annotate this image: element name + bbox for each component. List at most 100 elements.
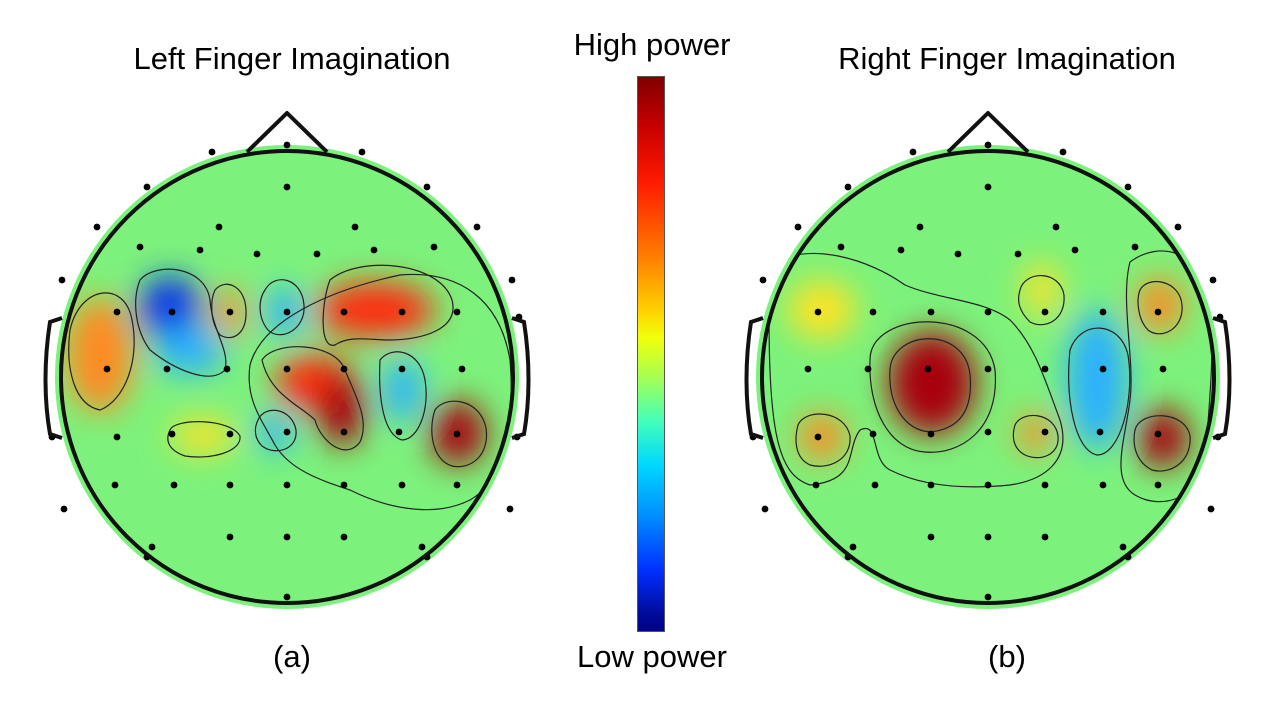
electrode-dot bbox=[1119, 543, 1127, 551]
electrode-dot bbox=[984, 365, 992, 373]
electrode-dot bbox=[1207, 505, 1215, 513]
electrode-dot bbox=[1154, 481, 1162, 489]
panel-a-title: Left Finger Imagination bbox=[133, 41, 451, 76]
electrode-dot bbox=[1154, 308, 1162, 316]
electrode-dot bbox=[1041, 533, 1049, 541]
scalp-background bbox=[756, 145, 1220, 609]
electrode-dot bbox=[984, 183, 992, 191]
electrode-dot bbox=[226, 430, 234, 438]
power-region-medium-high bbox=[66, 297, 134, 413]
electrode-dot bbox=[1099, 481, 1107, 489]
electrode-dot bbox=[283, 308, 291, 316]
electrode-dot bbox=[924, 365, 932, 373]
electrode-dot bbox=[1124, 183, 1132, 191]
electrode-dot bbox=[283, 481, 291, 489]
electrode-dot bbox=[340, 481, 348, 489]
electrode-dot bbox=[1071, 246, 1079, 254]
right-ear-icon bbox=[511, 316, 531, 440]
power-region-low bbox=[154, 326, 226, 374]
colorbar-high-label: High power bbox=[573, 27, 731, 62]
electrode-dot bbox=[340, 365, 348, 373]
power-region-medium-high bbox=[1136, 277, 1184, 333]
electrode-dot bbox=[113, 433, 121, 441]
power-region-low bbox=[257, 412, 293, 452]
electrode-dot bbox=[196, 246, 204, 254]
electrode-dot bbox=[837, 243, 845, 251]
nose-icon bbox=[245, 111, 329, 154]
electrode-dot bbox=[423, 183, 431, 191]
electrode-dot bbox=[869, 308, 877, 316]
electrode-dot bbox=[93, 223, 101, 231]
electrode-dot bbox=[453, 430, 461, 438]
power-region-medium-high bbox=[798, 413, 846, 461]
power-region-medium bbox=[171, 418, 235, 454]
panel-b-label: (b) bbox=[988, 639, 1026, 674]
electrode-dot bbox=[283, 428, 291, 436]
electrode-dot bbox=[759, 276, 767, 284]
colorbar-low-label: Low power bbox=[577, 639, 727, 674]
electrode-dot bbox=[1041, 365, 1049, 373]
electrode-dot bbox=[473, 223, 481, 231]
left-ear-icon bbox=[43, 316, 63, 440]
electrode-dot bbox=[1099, 308, 1107, 316]
electrode-dot bbox=[984, 481, 992, 489]
electrode-dot bbox=[370, 246, 378, 254]
electrode-dot bbox=[58, 276, 66, 284]
electrode-dot bbox=[812, 481, 820, 489]
electrode-dot bbox=[418, 543, 426, 551]
electrode-dot bbox=[103, 365, 111, 373]
electrode-dot bbox=[984, 308, 992, 316]
panel-b-title: Right Finger Imagination bbox=[838, 41, 1176, 76]
electrode-dot bbox=[358, 148, 366, 156]
power-region-medium bbox=[1024, 262, 1060, 318]
electrode-dot bbox=[761, 505, 769, 513]
electrode-dot bbox=[927, 308, 935, 316]
electrode-dot bbox=[909, 148, 917, 156]
power-region-medium-high bbox=[1017, 413, 1053, 453]
electrode-dot bbox=[1154, 430, 1162, 438]
electrode-dot bbox=[283, 183, 291, 191]
electrode-dot bbox=[1014, 250, 1022, 258]
power-region-very-high bbox=[888, 331, 976, 435]
electrode-dot bbox=[794, 223, 802, 231]
electrode-dot bbox=[1174, 223, 1182, 231]
electrode-dot bbox=[313, 250, 321, 258]
electrode-dot bbox=[148, 543, 156, 551]
electrode-dot bbox=[215, 223, 223, 231]
electrode-dot bbox=[168, 308, 176, 316]
electrode-dot bbox=[869, 430, 877, 438]
electrode-dot bbox=[398, 481, 406, 489]
electrode-dot bbox=[916, 223, 924, 231]
electrode-dot bbox=[163, 365, 171, 373]
right-ear-icon bbox=[1212, 316, 1232, 440]
electrode-dot bbox=[223, 365, 231, 373]
power-region-low bbox=[383, 358, 423, 422]
electrode-dot bbox=[1099, 365, 1107, 373]
electrode-dot bbox=[170, 481, 178, 489]
electrode-dot bbox=[1096, 428, 1104, 436]
electrode-dot bbox=[283, 365, 291, 373]
electrode-dot bbox=[897, 246, 905, 254]
electrode-dot bbox=[458, 365, 466, 373]
nose-icon bbox=[946, 111, 1030, 154]
electrode-dot bbox=[871, 481, 879, 489]
electrode-dot bbox=[804, 365, 812, 373]
electrode-dot bbox=[1041, 308, 1049, 316]
electrode-dot bbox=[927, 481, 935, 489]
electrode-dot bbox=[927, 430, 935, 438]
left-ear-icon bbox=[744, 316, 764, 440]
electrode-dot bbox=[340, 533, 348, 541]
electrode-dot bbox=[984, 593, 992, 601]
electrode-dot bbox=[395, 428, 403, 436]
electrode-dot bbox=[398, 308, 406, 316]
electrode-dot bbox=[283, 533, 291, 541]
electrode-dot bbox=[1041, 428, 1049, 436]
power-blobs bbox=[66, 276, 486, 465]
electrode-dot bbox=[984, 428, 992, 436]
electrode-dot bbox=[398, 365, 406, 373]
power-colorbar bbox=[637, 76, 665, 632]
electrode-dot bbox=[143, 183, 151, 191]
electrodes bbox=[48, 141, 523, 601]
electrode-dot bbox=[226, 481, 234, 489]
